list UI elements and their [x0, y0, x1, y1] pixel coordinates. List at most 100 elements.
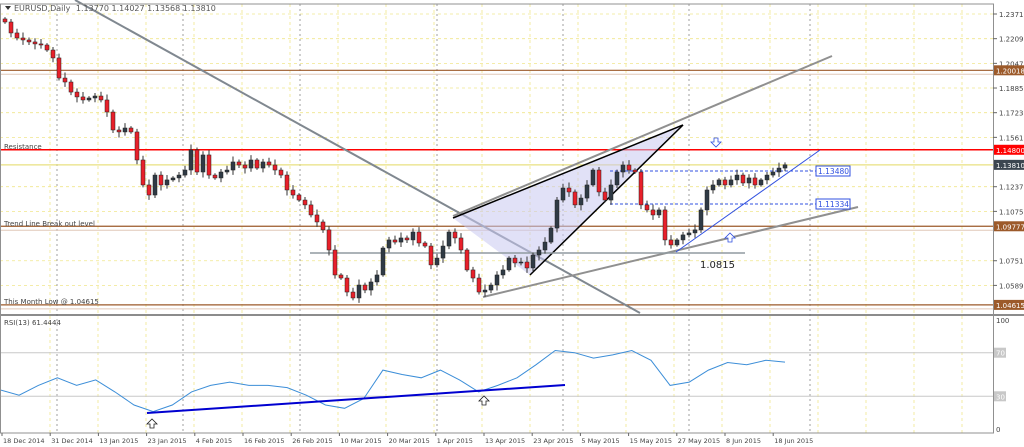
candle-body	[122, 127, 128, 133]
candle-body	[668, 239, 674, 246]
wedge-upper-line	[452, 124, 684, 219]
plot-frame	[0, 3, 994, 434]
candle-body	[170, 177, 176, 181]
candle-body	[260, 161, 266, 169]
candle-body	[560, 187, 566, 201]
x-tick-label: 18 Jun 2015	[774, 437, 813, 445]
candle-body	[512, 257, 518, 264]
candle-body	[752, 177, 758, 186]
candle-body	[326, 229, 332, 251]
candle-body	[428, 245, 434, 266]
candle-body	[590, 169, 596, 186]
candle-body	[482, 289, 488, 293]
candle-body	[602, 191, 608, 201]
candle-body	[440, 245, 446, 259]
y-tick-label: 1.12375	[999, 184, 1024, 192]
dropdown-triangle-icon[interactable]	[5, 6, 11, 10]
x-tick-label: 10 Mar 2015	[340, 437, 381, 445]
candle-body	[638, 171, 644, 206]
candle-body	[62, 77, 68, 83]
rsi-level-tag	[994, 391, 1006, 402]
candle-body	[272, 164, 278, 171]
candle-body	[314, 214, 320, 223]
candle-body	[578, 197, 584, 206]
price-tag-label: 1.20018	[996, 67, 1024, 75]
wedge-fill	[453, 125, 683, 275]
price-tag-label: 1.13810	[996, 162, 1024, 170]
candle-body	[254, 159, 260, 169]
candle-body	[212, 174, 218, 179]
candle-body	[758, 179, 764, 186]
candle-body	[740, 174, 746, 184]
candle-body	[368, 281, 374, 291]
candle-body	[2, 18, 8, 23]
x-tick-label: 1 Apr 2015	[437, 437, 473, 445]
candle-body	[704, 189, 710, 211]
candle-body	[764, 174, 770, 181]
y-tick-label: 1.20475	[999, 60, 1024, 68]
up-arrow-icon	[146, 418, 158, 429]
candle-body	[776, 167, 782, 173]
x-tick-label: 26 Feb 2015	[292, 437, 332, 445]
candle-body	[686, 232, 692, 236]
candle-body	[302, 199, 308, 206]
candle-body	[770, 171, 776, 176]
candle-body	[308, 204, 314, 216]
price-tag	[994, 299, 1024, 310]
drawings	[74, 0, 859, 314]
candle-body	[656, 209, 662, 216]
rsi-label: RSI(13) 61.4444	[4, 319, 61, 327]
candle-body	[296, 194, 302, 201]
candle-body	[224, 169, 230, 173]
candle-body	[614, 171, 620, 186]
x-tick-label: 23 Apr 2015	[533, 437, 573, 445]
candle-body	[572, 191, 578, 206]
candle-body	[716, 179, 722, 186]
candle-body	[698, 209, 704, 231]
candle-body	[134, 131, 140, 161]
x-tick-label: 18 Dec 2014	[3, 437, 45, 445]
candle-body	[488, 284, 494, 291]
y-tick-label: 1.17235	[999, 110, 1024, 118]
candle-body	[728, 179, 734, 186]
candle-body	[392, 239, 398, 243]
candle-body	[620, 164, 626, 173]
candle-body	[434, 257, 440, 266]
y-tick-label: 1.18855	[999, 85, 1024, 93]
axes: 1.23715 1.22095 1.20475 1.18855 1.17235 1.156…	[0, 3, 1024, 445]
candle-body	[152, 174, 158, 196]
candle-body	[650, 209, 656, 216]
candle-body	[284, 174, 290, 191]
candle-body	[500, 269, 506, 276]
candle-body	[380, 247, 386, 276]
price-tag-label: 1.09777	[996, 223, 1024, 231]
candle-body	[236, 161, 242, 166]
candle-body	[746, 177, 752, 184]
candle-body	[128, 127, 134, 133]
candle-body	[74, 91, 80, 98]
candle-body	[350, 291, 356, 299]
candle-body	[242, 164, 248, 169]
rsi-panel	[0, 314, 1024, 429]
candle-body	[662, 209, 668, 241]
candle-body	[416, 231, 422, 244]
up-arrow-icon	[478, 395, 490, 406]
x-tick-label: 4 Feb 2015	[196, 437, 232, 445]
candle-body	[92, 95, 98, 99]
price-tag	[994, 159, 1024, 170]
candle-body	[14, 32, 20, 39]
candle-body	[32, 41, 38, 45]
candle-body	[356, 284, 362, 299]
candle-body	[422, 242, 428, 247]
candle-body	[476, 277, 482, 293]
candle-body	[38, 43, 44, 46]
breakout-label: Trend Line Break out level	[3, 220, 95, 228]
candle-body	[494, 274, 500, 286]
candle-body	[86, 97, 92, 101]
candle-body	[116, 129, 122, 133]
rsi-tick-label: 30	[996, 393, 1005, 401]
x-tick-label: 31 Dec 2014	[51, 437, 93, 445]
candle-body	[44, 44, 50, 51]
price-tag-label: 1.04615	[996, 302, 1024, 310]
